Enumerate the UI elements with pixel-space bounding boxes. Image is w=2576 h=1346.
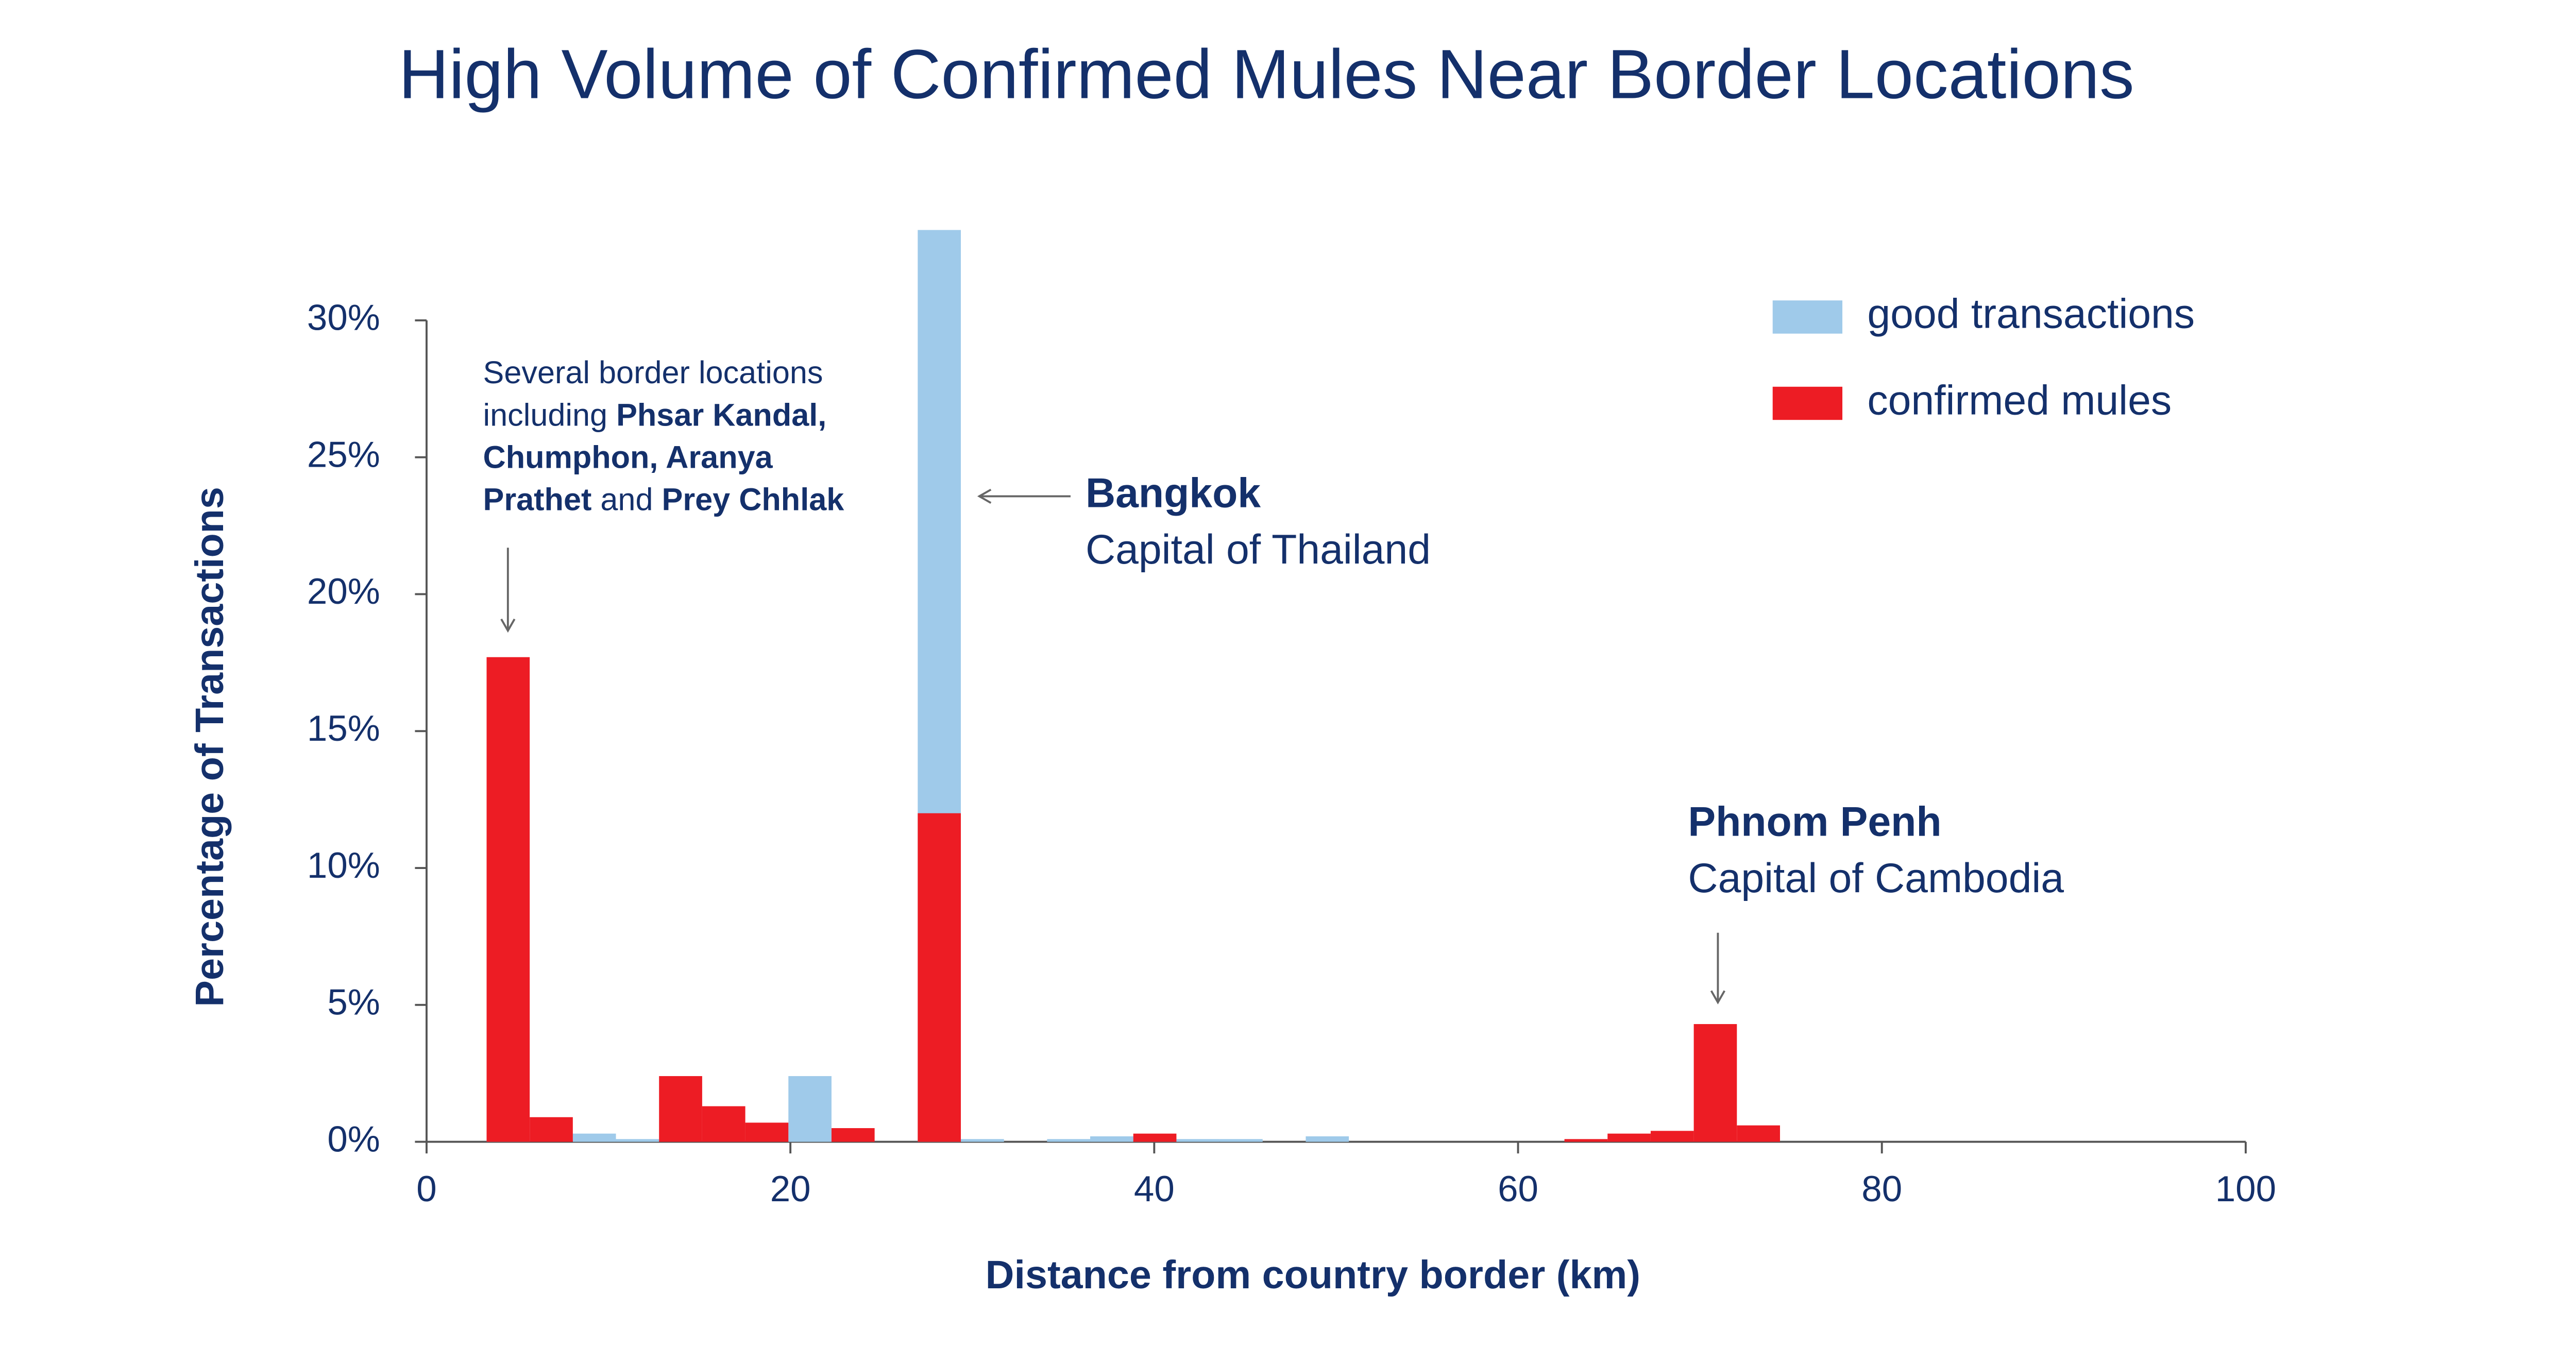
y-tick-label: 0% <box>327 1119 380 1160</box>
annotation-span: Prathet <box>483 482 592 517</box>
annotation: Bangkok <box>1086 470 1261 517</box>
y-tick-label: 15% <box>307 708 380 749</box>
bar <box>1693 1024 1737 1142</box>
x-tick-label: 40 <box>1134 1169 1175 1209</box>
bar <box>616 1139 659 1142</box>
annotation-span: Chumphon, Aranya <box>483 440 773 475</box>
annotation-span: Bangkok <box>1086 470 1261 517</box>
chart-title: High Volume of Confirmed Mules Near Bord… <box>399 35 2134 113</box>
y-tick-label: 20% <box>307 571 380 612</box>
bar <box>831 1128 875 1142</box>
bar <box>918 813 961 1142</box>
annotation: Prathet and Prey Chhlak <box>483 482 845 517</box>
bar <box>1306 1136 1349 1142</box>
annotation: Phnom Penh <box>1688 799 1941 845</box>
y-tick-label: 5% <box>327 982 380 1023</box>
annotation-span: Capital of Thailand <box>1086 526 1431 573</box>
annotation-span: Phnom Penh <box>1688 799 1941 845</box>
x-tick-label: 20 <box>770 1169 811 1209</box>
bar <box>572 1133 616 1142</box>
x-axis-label: Distance from country border (km) <box>986 1253 1640 1297</box>
annotation: Capital of Cambodia <box>1688 855 2064 901</box>
x-tick-label: 60 <box>1498 1169 1538 1209</box>
annotation-span: including <box>483 398 617 433</box>
legend-label: confirmed mules <box>1867 377 2172 423</box>
bar <box>1564 1139 1608 1142</box>
bar <box>486 657 530 1142</box>
annotation-span: Several border locations <box>483 355 823 390</box>
y-tick-label: 25% <box>307 434 380 475</box>
annotation: Several border locations <box>483 355 823 390</box>
x-tick-label: 80 <box>1861 1169 1902 1209</box>
legend-swatch <box>1772 300 1843 334</box>
bar <box>788 1076 832 1142</box>
bar <box>745 1122 789 1142</box>
bar <box>1133 1133 1177 1142</box>
x-tick-label: 0 <box>416 1169 436 1209</box>
annotation-span: Phsar Kandal, <box>616 398 826 433</box>
annotation-span: Prey Chhlak <box>662 482 845 517</box>
y-tick-label: 10% <box>307 845 380 886</box>
annotation-span: and <box>591 482 662 517</box>
annotation: including Phsar Kandal, <box>483 398 827 433</box>
y-axis-label: Percentage of Transactions <box>188 487 232 1007</box>
bar <box>1650 1131 1694 1142</box>
y-tick-label: 30% <box>307 298 380 338</box>
bar <box>659 1076 702 1142</box>
legend-label: good transactions <box>1867 291 2195 337</box>
bar <box>1607 1133 1651 1142</box>
bar <box>1090 1136 1133 1142</box>
bar <box>960 1139 1004 1142</box>
annotation-span: Capital of Cambodia <box>1688 855 2064 901</box>
annotation: Chumphon, Aranya <box>483 440 773 475</box>
bar <box>702 1106 745 1142</box>
bar <box>1176 1139 1220 1142</box>
x-tick-label: 100 <box>2215 1169 2276 1209</box>
bar <box>530 1117 573 1142</box>
legend-swatch <box>1772 386 1843 420</box>
bar <box>1737 1125 1780 1142</box>
bar <box>1219 1139 1263 1142</box>
annotation: Capital of Thailand <box>1086 526 1431 573</box>
bar <box>1047 1139 1091 1142</box>
